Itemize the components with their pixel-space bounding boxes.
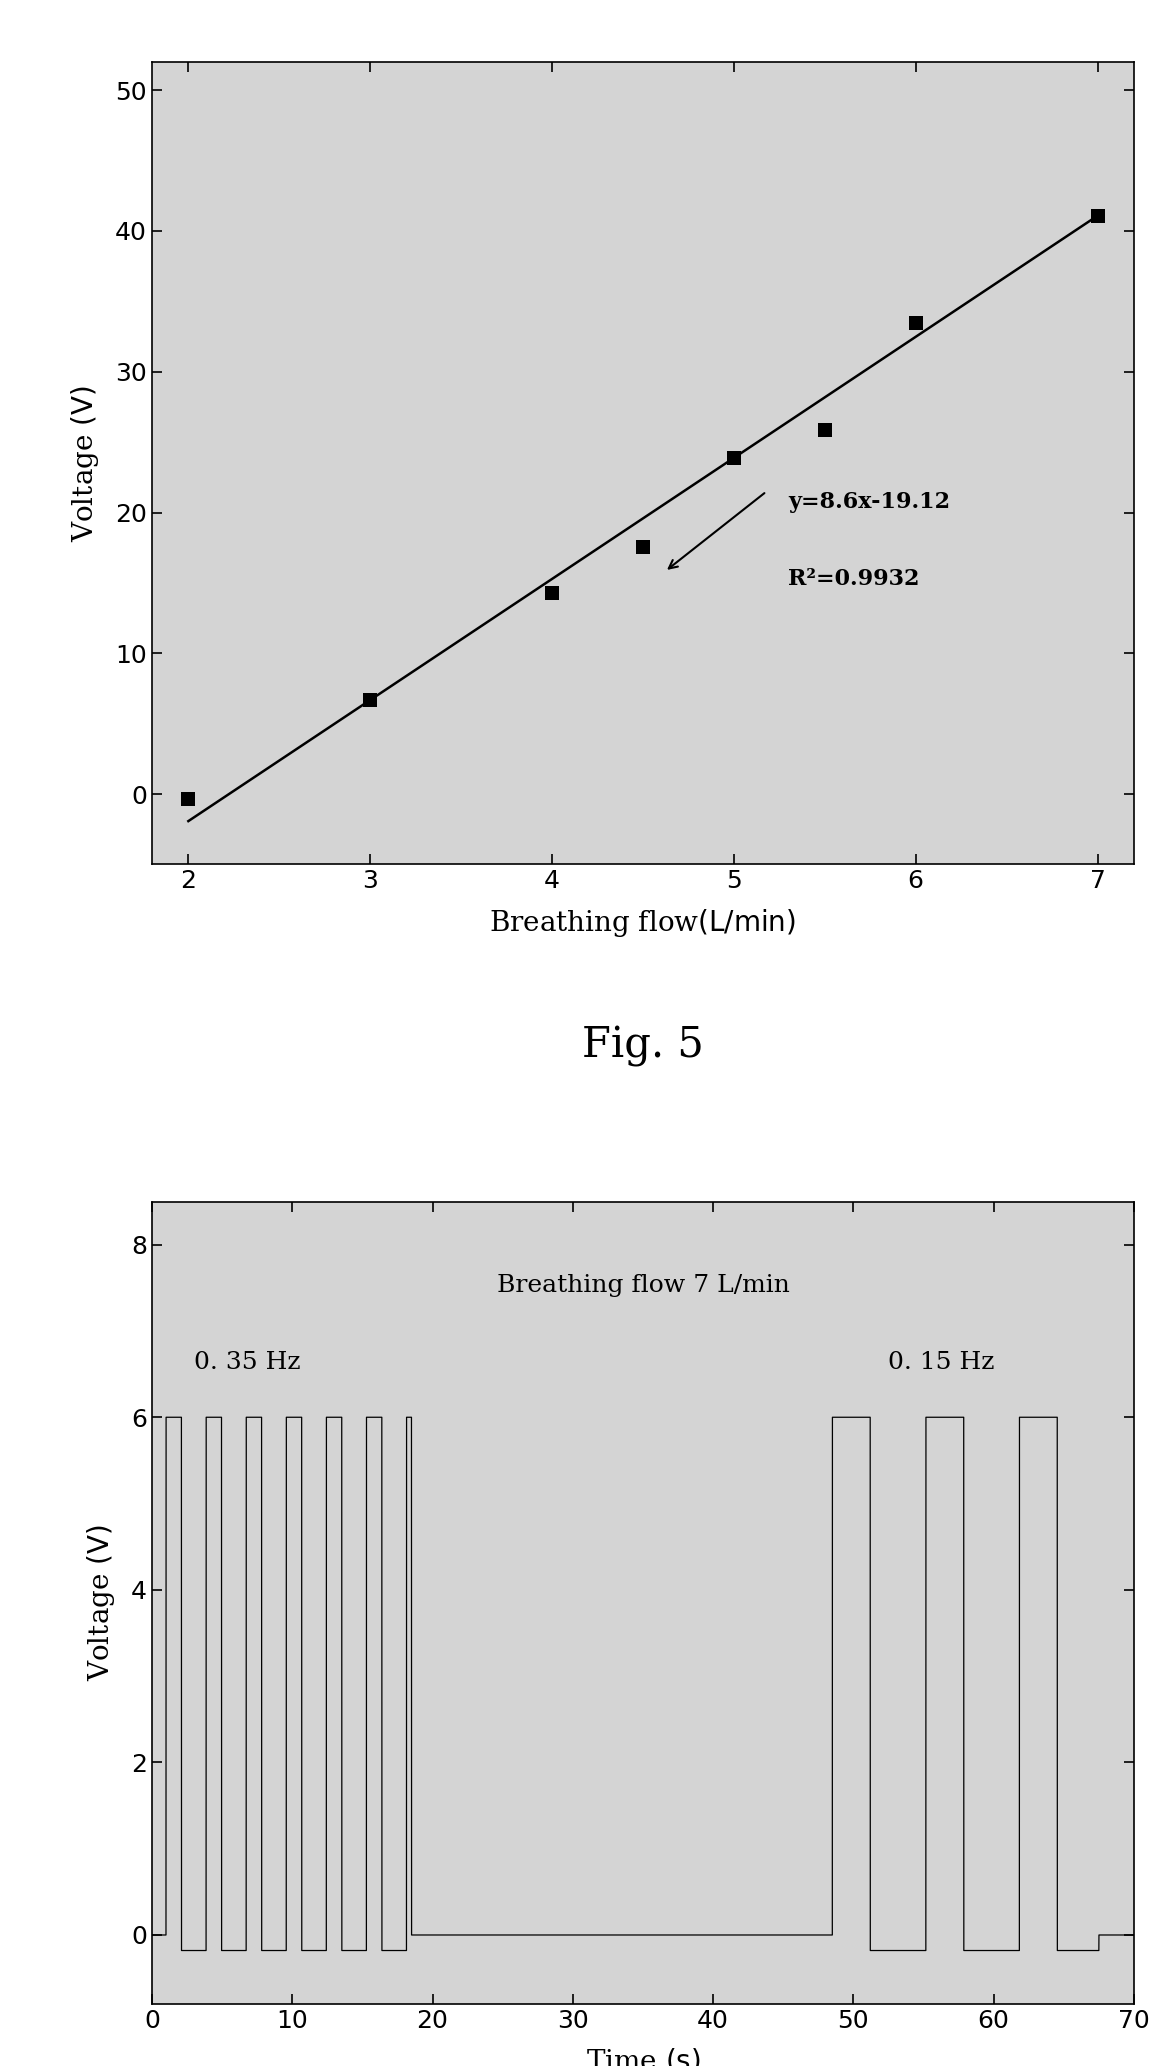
Text: R²=0.9932: R²=0.9932 — [788, 568, 920, 591]
Point — [725, 442, 743, 475]
Text: Breathing flow 7 L/min: Breathing flow 7 L/min — [497, 1275, 789, 1297]
Point — [906, 306, 925, 339]
Point — [361, 684, 380, 717]
Text: 0. 35 Hz: 0. 35 Hz — [194, 1351, 300, 1374]
Point — [1088, 198, 1107, 231]
X-axis label: Time$\rm\ (s)$: Time$\rm\ (s)$ — [586, 2047, 700, 2066]
Text: y=8.6x-19.12: y=8.6x-19.12 — [788, 490, 950, 512]
Point — [542, 576, 561, 609]
Text: 0. 15 Hz: 0. 15 Hz — [888, 1351, 995, 1374]
Y-axis label: Voltage$\rm\ (V)$: Voltage$\rm\ (V)$ — [85, 1525, 117, 1682]
Point — [179, 783, 198, 816]
Point — [816, 413, 835, 446]
Text: Fig. 5: Fig. 5 — [582, 1025, 704, 1066]
X-axis label: Breathing flow$\rm (L/min)$: Breathing flow$\rm (L/min)$ — [490, 907, 796, 940]
Point — [634, 531, 652, 564]
Y-axis label: Voltage$\rm\ (V)$: Voltage$\rm\ (V)$ — [69, 384, 102, 541]
